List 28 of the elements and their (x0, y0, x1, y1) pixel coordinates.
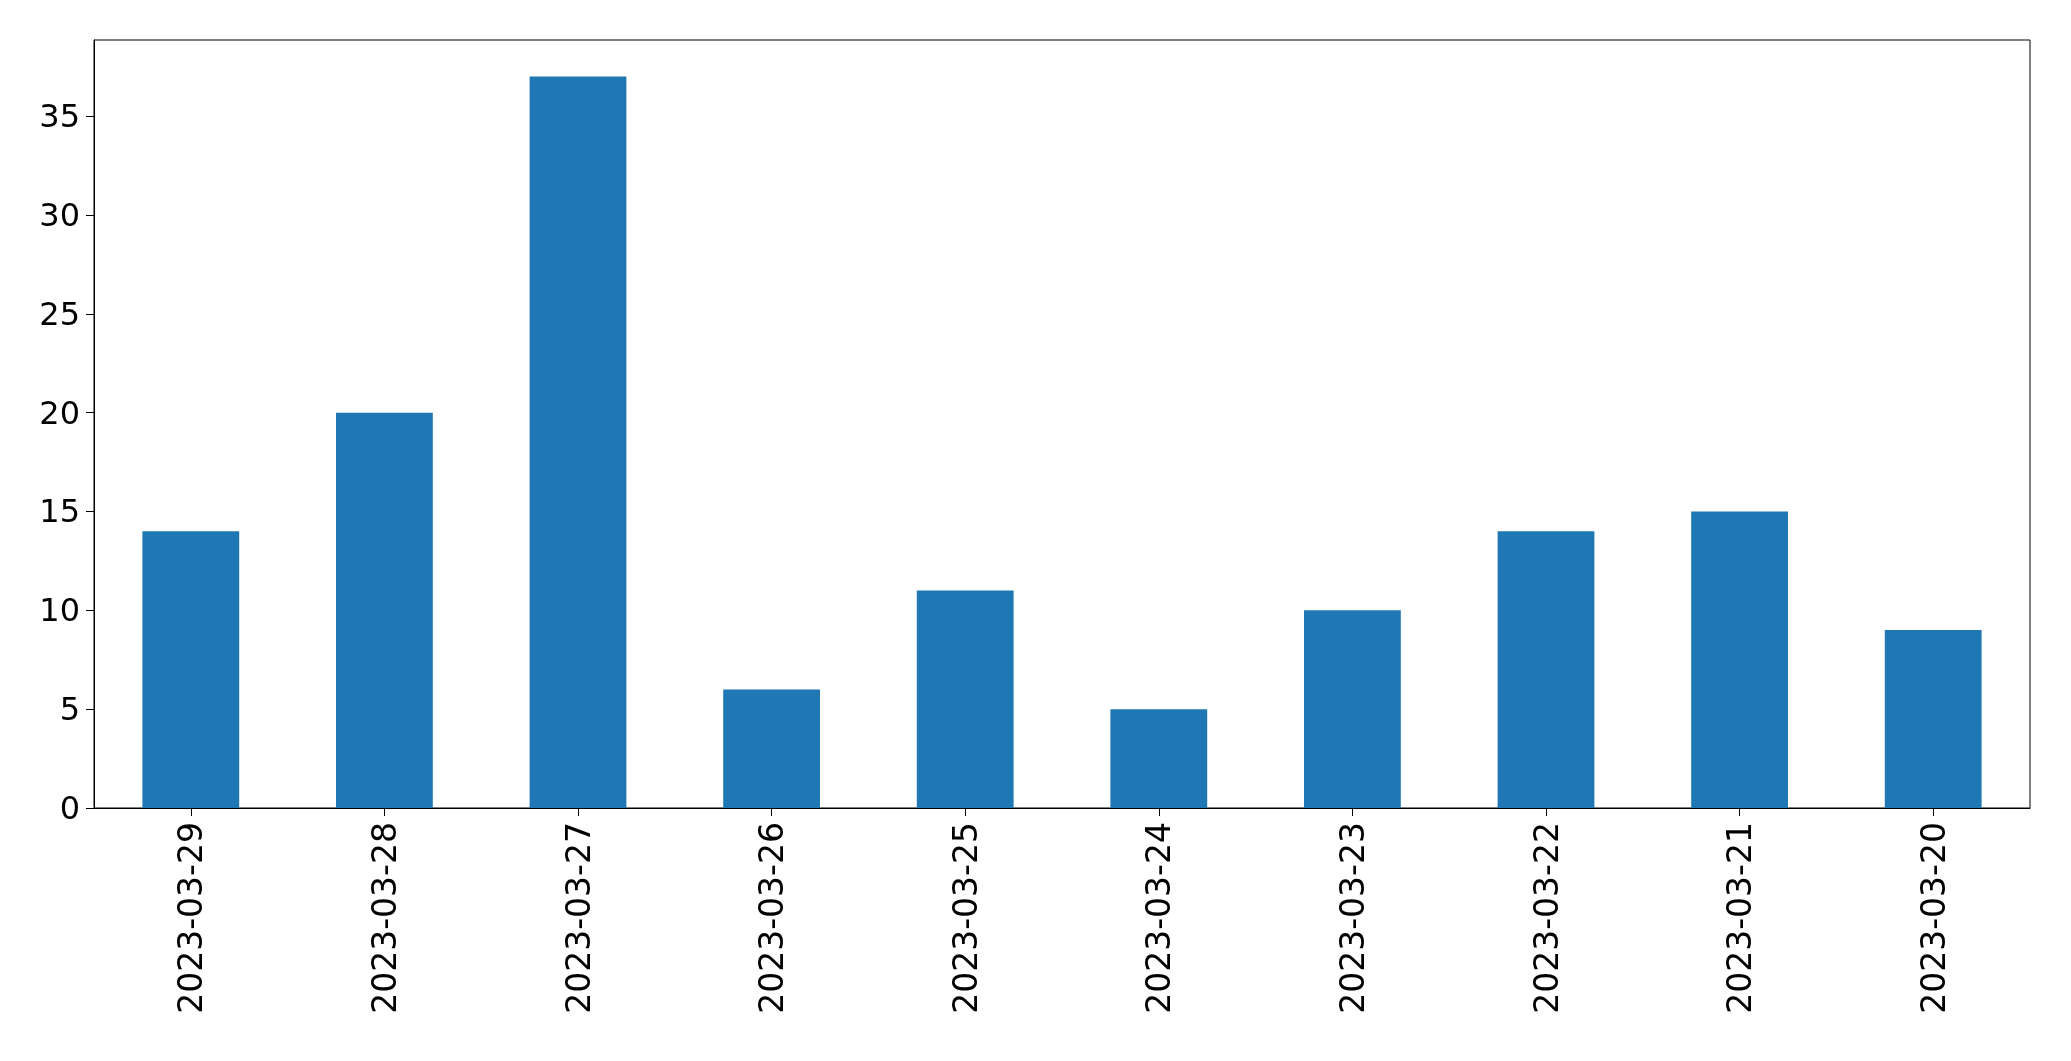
bar (1497, 531, 1595, 808)
x-tick-label: 2023-03-29 (171, 822, 211, 1014)
x-tick-label: 2023-03-26 (752, 822, 792, 1014)
bar (916, 590, 1014, 808)
x-tick-label: 2023-03-24 (1139, 822, 1179, 1014)
y-tick-label: 15 (39, 492, 80, 531)
bar (723, 689, 820, 808)
bar (336, 412, 433, 808)
y-tick-label: 30 (39, 195, 80, 234)
x-tick-label: 2023-03-25 (945, 822, 985, 1014)
y-tick-label: 35 (39, 97, 80, 136)
y-tick-label: 0 (59, 789, 80, 827)
bar (1691, 511, 1788, 808)
bar (142, 531, 240, 808)
x-tick-label: 2023-03-28 (364, 822, 404, 1014)
x-tick-label: 2023-03-20 (1913, 822, 1953, 1014)
y-tick-label: 5 (59, 690, 80, 729)
y-tick-label: 25 (39, 294, 80, 333)
bar (529, 76, 627, 808)
x-tick-label: 2023-03-23 (1332, 822, 1372, 1014)
y-tick-label: 20 (39, 393, 80, 432)
x-tick-label: 2023-03-22 (1526, 822, 1566, 1014)
x-tick-label: 2023-03-21 (1720, 822, 1760, 1014)
bar (1110, 709, 1208, 808)
y-tick-label: 10 (39, 591, 80, 630)
bar (1304, 610, 1401, 808)
bar (1884, 630, 1982, 808)
x-tick-label: 2023-03-27 (558, 822, 598, 1014)
